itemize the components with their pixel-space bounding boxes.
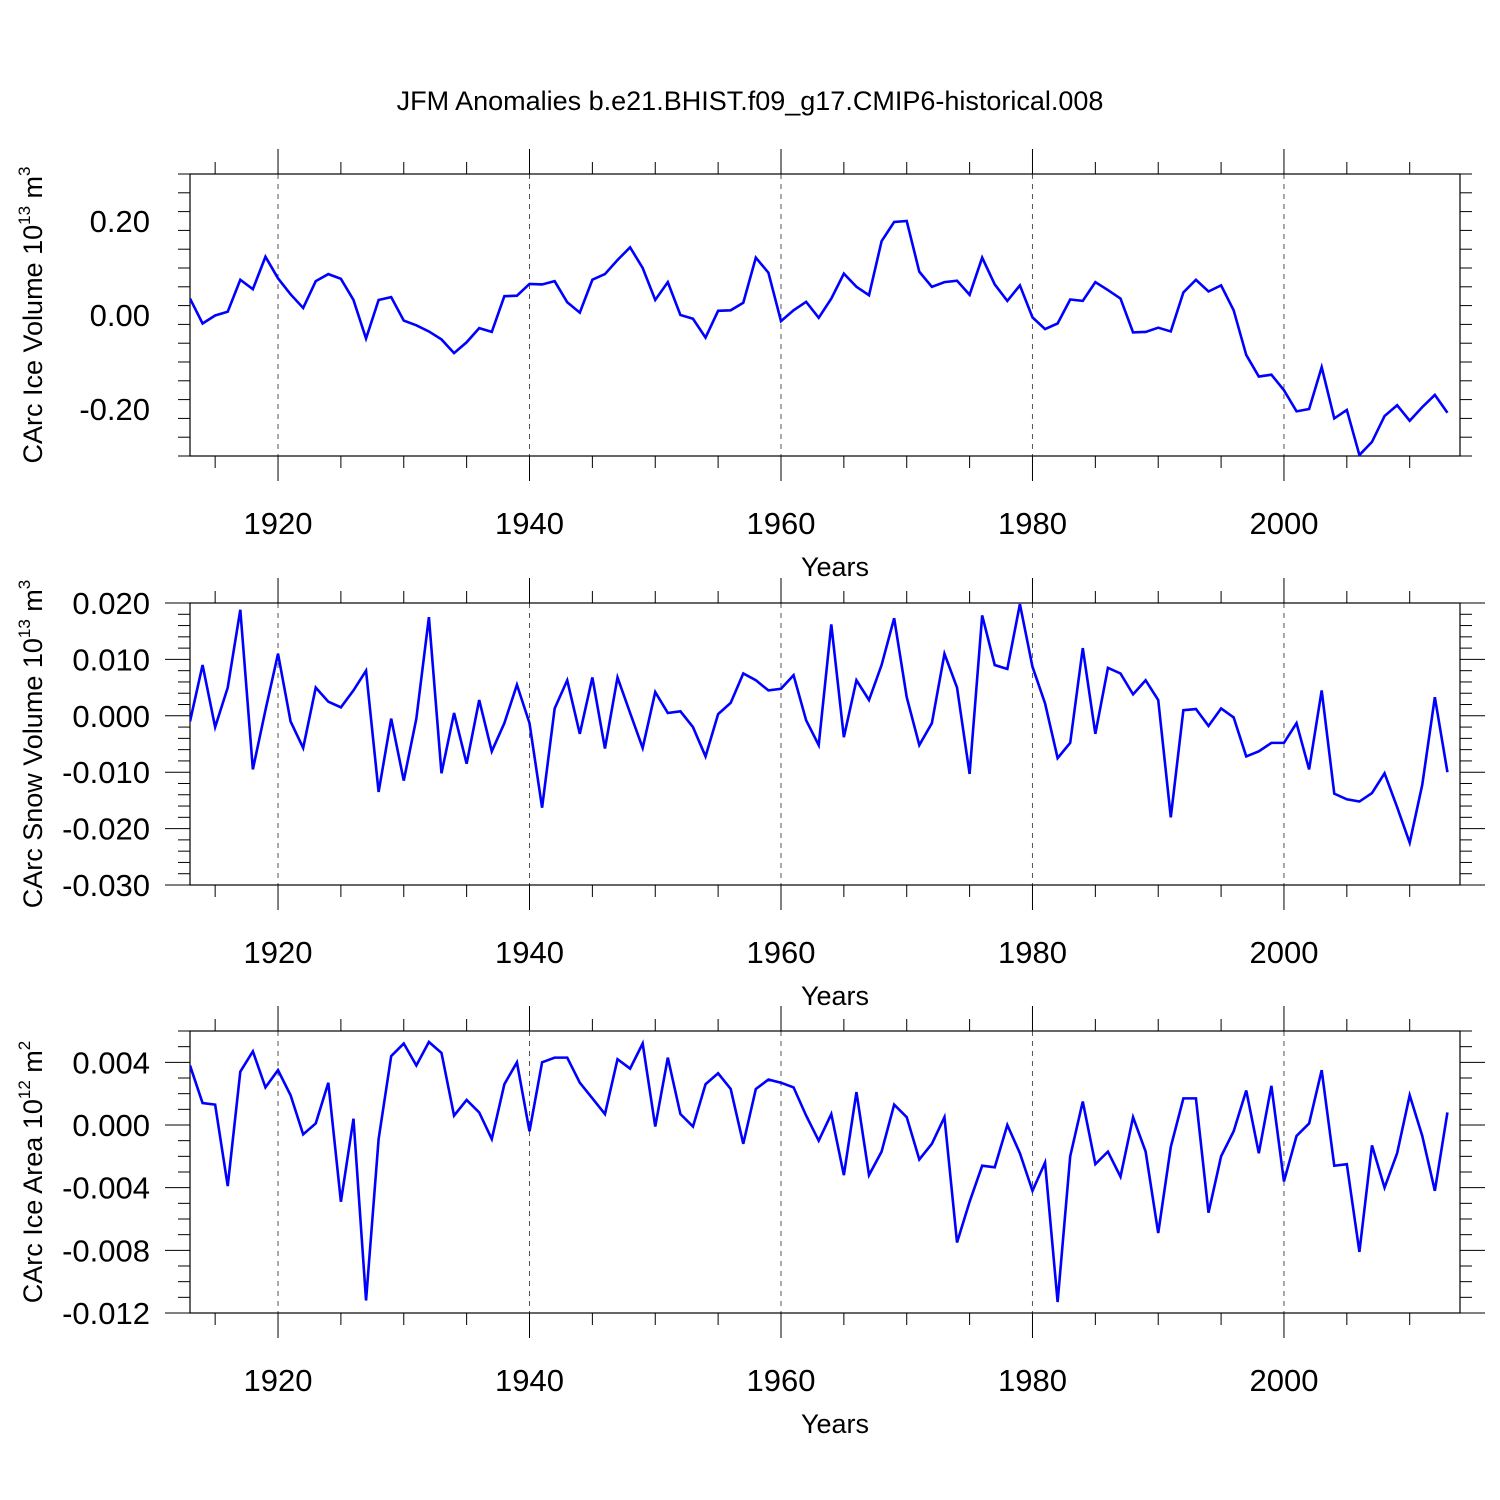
series-line (190, 1039, 1449, 1303)
x-tick-label: 1920 (244, 1363, 313, 1398)
x-tick-label: 1920 (244, 935, 313, 970)
x-tick-label: 1980 (998, 506, 1067, 541)
panel-snow-volume: -0.030 -0.020 -0.010 0.000 0.010 0.020 1920 194… (15, 578, 1485, 1011)
y-axis-label-exponent: 13 (15, 619, 34, 638)
x-tick-label: 2000 (1249, 506, 1318, 541)
plot-frame (189, 173, 1461, 457)
y-tick-label: -0.030 (62, 868, 150, 903)
y-axis-label-unit-exponent: 3 (15, 166, 34, 175)
x-tick-label: 1940 (495, 1363, 564, 1398)
y-tick-label: -0.012 (62, 1296, 150, 1331)
plot-frame (189, 602, 1461, 886)
y-axis-label-unit-exponent: 2 (15, 1041, 34, 1050)
y-axis-label-text: CArc Snow Volume 10 (18, 638, 48, 908)
y-tick-label: 0.020 (72, 586, 150, 621)
y-axis-label-exponent: 13 (15, 206, 34, 225)
y-tick-label: 0.20 (90, 204, 150, 239)
x-tick-label: 2000 (1249, 935, 1318, 970)
series-line (190, 603, 1449, 848)
x-tick-label: 1980 (998, 935, 1067, 970)
y-axis-label-unit: m (18, 1050, 48, 1080)
x-tick-label: 1940 (495, 935, 564, 970)
x-tick-label: 1980 (998, 1363, 1067, 1398)
y-tick-label: 0.004 (72, 1045, 150, 1080)
y-axis-label-text: CArc Ice Area 10 (18, 1099, 48, 1303)
y-tick-label: 0.000 (72, 699, 150, 734)
y-axis-label-unit: m (18, 176, 48, 206)
y-tick-label: -0.020 (62, 812, 150, 847)
y-tick-label: 0.00 (90, 298, 150, 333)
x-axis-label: Years (801, 981, 869, 1011)
x-tick-label: 2000 (1249, 1363, 1318, 1398)
x-tick-label: 1960 (747, 935, 816, 970)
y-axis-label-unit: m (18, 589, 48, 619)
y-tick-label: -0.010 (62, 755, 150, 790)
plot-frame (189, 1030, 1461, 1314)
y-tick-label: -0.004 (62, 1171, 150, 1206)
y-tick-label: -0.20 (79, 392, 150, 427)
x-tick-label: 1920 (244, 506, 313, 541)
x-tick-label: 1940 (495, 506, 564, 541)
y-tick-label: 0.000 (72, 1108, 150, 1143)
y-axis-label-unit-exponent: 3 (15, 580, 34, 589)
x-axis-label: Years (801, 1409, 869, 1439)
panel-ice-volume: -0.20 0.00 0.20 1920 1940 1960 1980 2000 Years CA… (15, 149, 1472, 582)
x-axis-label: Years (801, 552, 869, 582)
y-tick-label: -0.008 (62, 1233, 150, 1268)
y-tick-label: 0.010 (72, 642, 150, 677)
x-tick-label: 1960 (747, 1363, 816, 1398)
y-axis-label-text: CArc Ice Volume 10 (18, 225, 48, 464)
page-title: JFM Anomalies b.e21.BHIST.f09_g17.CMIP6-… (396, 86, 1104, 116)
y-axis-label-exponent: 12 (15, 1080, 34, 1099)
series-line (190, 219, 1449, 456)
y-axis-label: CArc Snow Volume 1013 m3 (15, 580, 48, 909)
y-axis-label: CArc Ice Area 1012 m2 (15, 1041, 48, 1304)
x-tick-label: 1960 (747, 506, 816, 541)
panel-ice-area: -0.012 -0.008 -0.004 0.000 0.004 1920 1940 1960… (15, 1006, 1485, 1439)
y-axis-label: CArc Ice Volume 1013 m3 (15, 166, 48, 463)
